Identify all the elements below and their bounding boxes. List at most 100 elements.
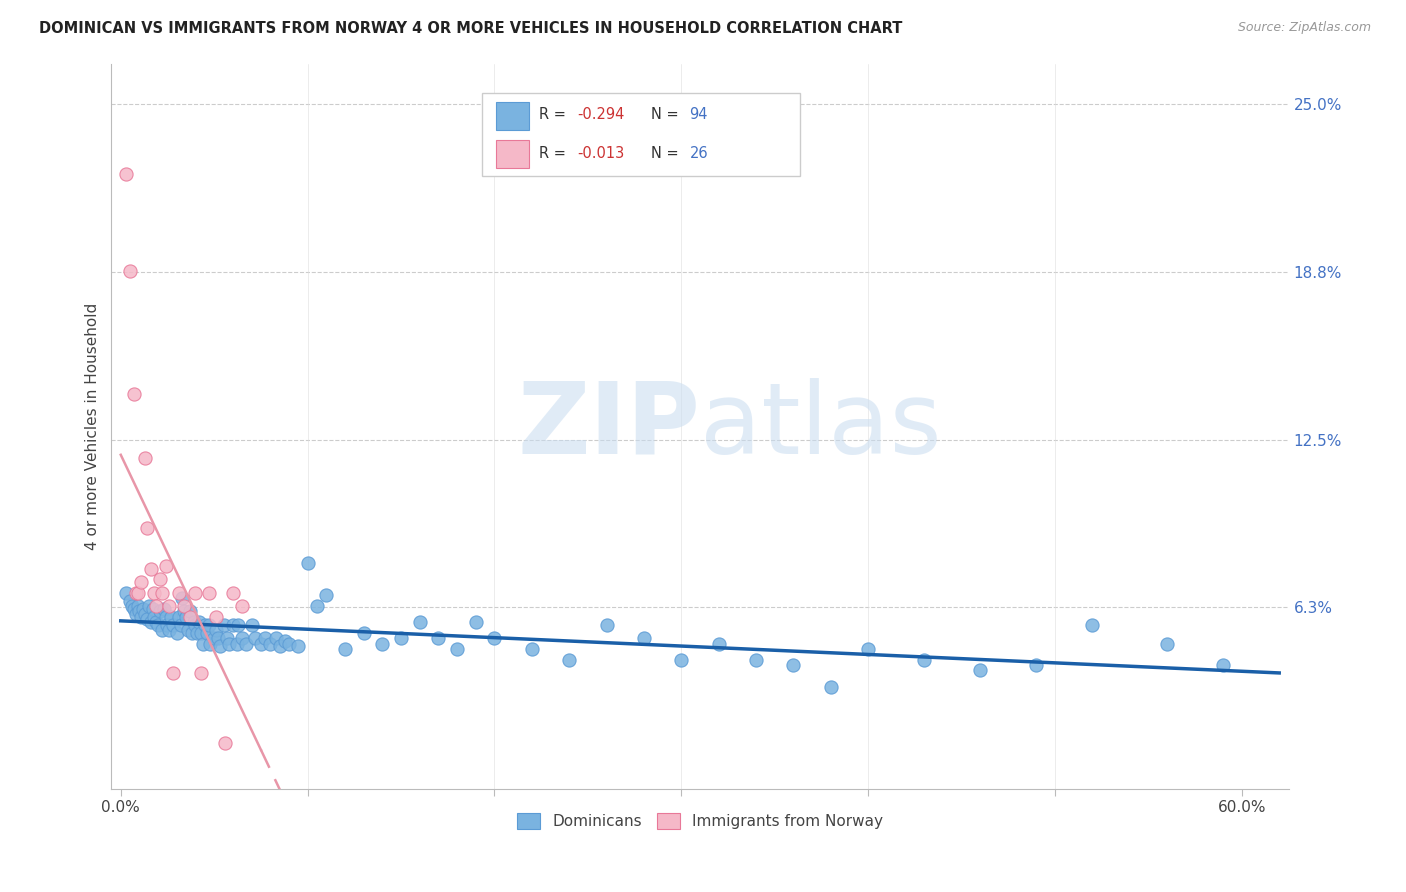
Point	[274, 634, 297, 648]
Point	[240, 618, 263, 632]
Text: 26: 26	[689, 145, 709, 161]
Point	[131, 609, 153, 624]
Point	[125, 585, 148, 599]
Point	[222, 585, 245, 599]
Point	[269, 640, 291, 654]
Point	[156, 618, 179, 632]
Point	[245, 632, 267, 646]
Point	[125, 607, 148, 621]
Point	[194, 618, 217, 632]
Point	[152, 601, 174, 615]
Text: ZIP: ZIP	[517, 378, 700, 475]
Point	[969, 664, 991, 678]
Point	[128, 604, 150, 618]
Text: DOMINICAN VS IMMIGRANTS FROM NORWAY 4 OR MORE VEHICLES IN HOUSEHOLD CORRELATION : DOMINICAN VS IMMIGRANTS FROM NORWAY 4 OR…	[39, 21, 903, 36]
Point	[707, 637, 730, 651]
Point	[671, 653, 693, 667]
Point	[427, 632, 450, 646]
Point	[155, 609, 177, 624]
Legend: Dominicans, Immigrants from Norway: Dominicans, Immigrants from Norway	[510, 807, 889, 835]
Text: 94: 94	[689, 107, 707, 122]
Point	[143, 609, 166, 624]
Point	[484, 632, 506, 646]
Point	[134, 451, 156, 466]
Point	[235, 637, 257, 651]
Point	[145, 599, 167, 613]
Point	[132, 601, 155, 615]
Point	[115, 167, 138, 181]
Point	[149, 604, 172, 618]
Point	[139, 561, 162, 575]
Text: Source: ZipAtlas.com: Source: ZipAtlas.com	[1237, 21, 1371, 34]
Point	[138, 599, 160, 613]
Point	[1212, 658, 1234, 673]
Point	[127, 585, 149, 599]
Point	[174, 609, 197, 624]
Point	[259, 637, 281, 651]
Text: N =: N =	[651, 107, 683, 122]
Point	[180, 626, 202, 640]
Bar	[496, 141, 529, 168]
Point	[297, 556, 319, 570]
Point	[205, 609, 228, 624]
Point	[179, 609, 201, 624]
Point	[190, 666, 212, 681]
Point	[115, 585, 138, 599]
Point	[202, 632, 225, 646]
Point	[122, 601, 145, 615]
Point	[135, 521, 157, 535]
Point	[207, 632, 229, 646]
Point	[446, 642, 468, 657]
Point	[253, 632, 276, 646]
Point	[155, 558, 177, 573]
Point	[1156, 637, 1178, 651]
Point	[217, 632, 239, 646]
Point	[205, 624, 228, 638]
Point	[157, 624, 180, 638]
Point	[820, 680, 842, 694]
Point	[195, 626, 218, 640]
Point	[162, 618, 184, 632]
Point	[122, 387, 145, 401]
Text: R =: R =	[538, 107, 571, 122]
Point	[120, 263, 142, 277]
Text: N =: N =	[651, 145, 683, 161]
Point	[389, 632, 412, 646]
Point	[167, 585, 190, 599]
Point	[856, 642, 879, 657]
Point	[228, 618, 250, 632]
Point	[145, 615, 167, 629]
Point	[305, 599, 328, 613]
Point	[197, 618, 219, 632]
Point	[333, 642, 356, 657]
Point	[464, 615, 486, 629]
Point	[218, 637, 240, 651]
Point	[231, 599, 253, 613]
Point	[200, 637, 222, 651]
Point	[150, 585, 173, 599]
Point	[353, 626, 375, 640]
Point	[139, 615, 162, 629]
Point	[212, 618, 235, 632]
Point	[782, 658, 804, 673]
Point	[141, 601, 163, 615]
Point	[208, 640, 231, 654]
Point	[225, 637, 247, 651]
Point	[121, 599, 143, 613]
Text: atlas: atlas	[700, 378, 942, 475]
Text: -0.294: -0.294	[578, 107, 624, 122]
Point	[250, 637, 273, 651]
Point	[231, 632, 253, 646]
Point	[912, 653, 935, 667]
Point	[131, 574, 153, 589]
Point	[595, 618, 617, 632]
Point	[184, 585, 207, 599]
Point	[173, 599, 195, 613]
Point	[214, 736, 236, 750]
Point	[315, 588, 337, 602]
Point	[371, 637, 394, 651]
Point	[162, 666, 184, 681]
Point	[745, 653, 768, 667]
Point	[1081, 618, 1104, 632]
Point	[183, 615, 205, 629]
